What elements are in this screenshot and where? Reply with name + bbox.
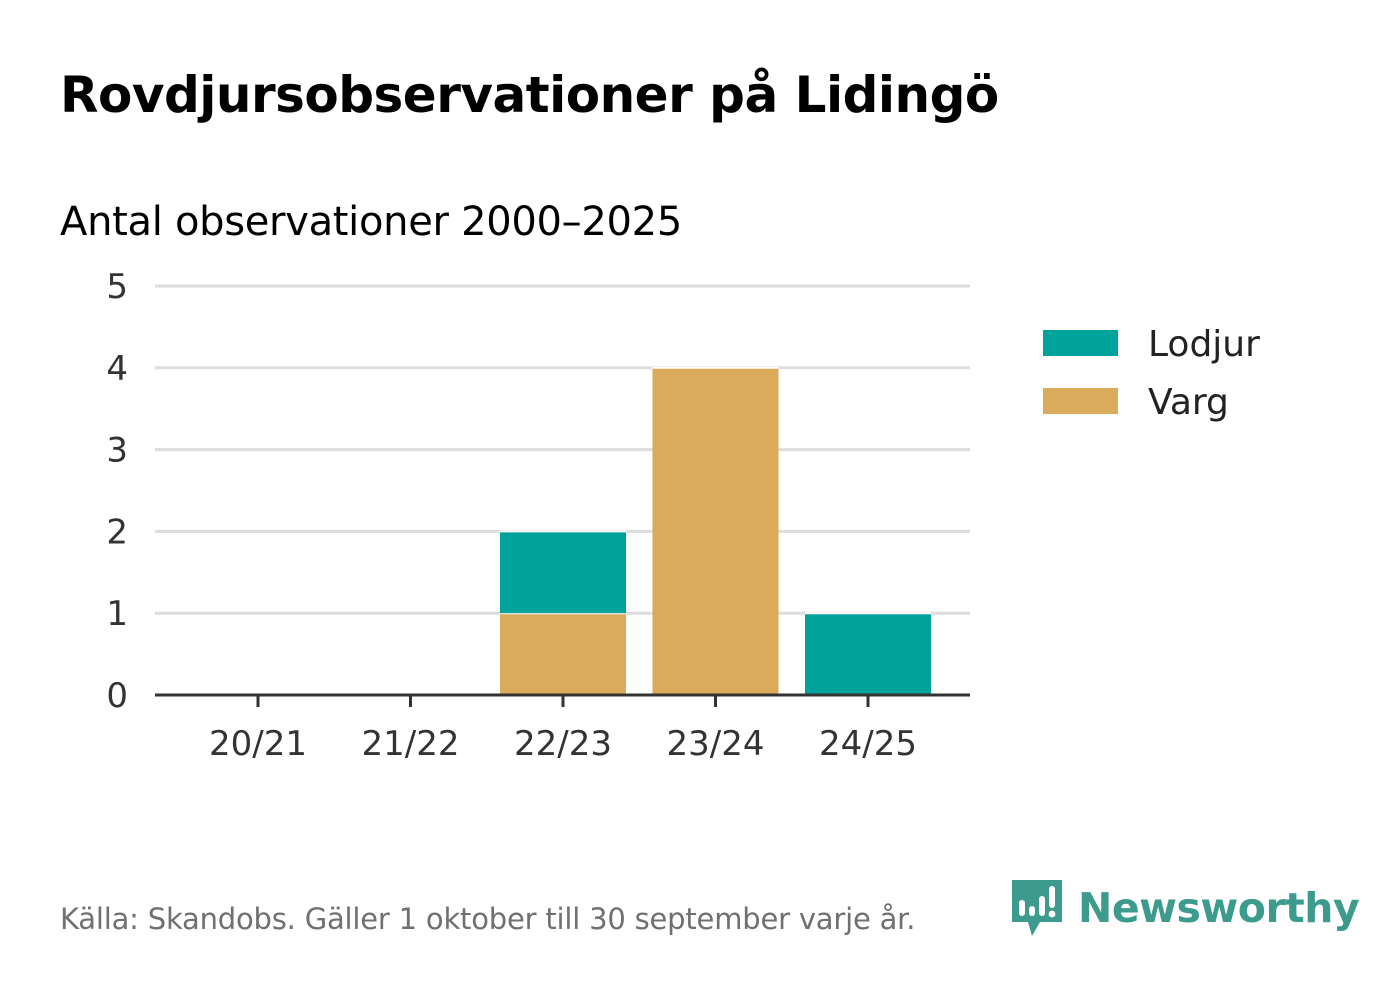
brand: Newsworthy xyxy=(1010,878,1360,938)
y-tick-label: 1 xyxy=(106,594,128,634)
y-tick-label: 0 xyxy=(106,676,128,716)
x-tick-label: 21/22 xyxy=(362,724,460,764)
x-axis-ticks: 20/21 21/22 22/23 23/24 24/25 xyxy=(209,695,917,764)
newsworthy-logo-icon xyxy=(1012,880,1062,936)
legend-swatch-lodjur xyxy=(1043,330,1118,356)
bar-varg-22-23 xyxy=(500,613,626,695)
bar-lodjur-22-23 xyxy=(500,531,626,614)
y-axis-ticks: 0 1 2 3 4 5 xyxy=(106,267,128,716)
y-tick-label: 3 xyxy=(106,431,128,471)
x-tick-label: 24/25 xyxy=(819,724,917,764)
y-tick-label: 2 xyxy=(106,512,128,552)
x-tick-label: 20/21 xyxy=(209,724,307,764)
x-tick-label: 22/23 xyxy=(514,724,612,764)
legend-label-lodjur: Lodjur xyxy=(1148,324,1260,365)
chart-subtitle: Antal observationer 2000–2025 xyxy=(60,199,682,245)
bars xyxy=(500,366,931,695)
y-tick-label: 5 xyxy=(106,267,128,307)
legend: Lodjur Varg xyxy=(1043,324,1260,423)
legend-label-varg: Varg xyxy=(1148,382,1229,423)
y-tick-label: 4 xyxy=(106,349,128,389)
bar-lodjur-24-25 xyxy=(805,613,931,695)
chart-title: Rovdjursobservationer på Lidingö xyxy=(60,66,999,124)
legend-swatch-varg xyxy=(1043,388,1118,414)
x-tick-label: 23/24 xyxy=(667,724,765,764)
source-note: Källa: Skandobs. Gäller 1 oktober till 3… xyxy=(60,902,916,936)
bar-varg-23-24 xyxy=(652,367,779,695)
brand-name: Newsworthy xyxy=(1078,884,1360,932)
